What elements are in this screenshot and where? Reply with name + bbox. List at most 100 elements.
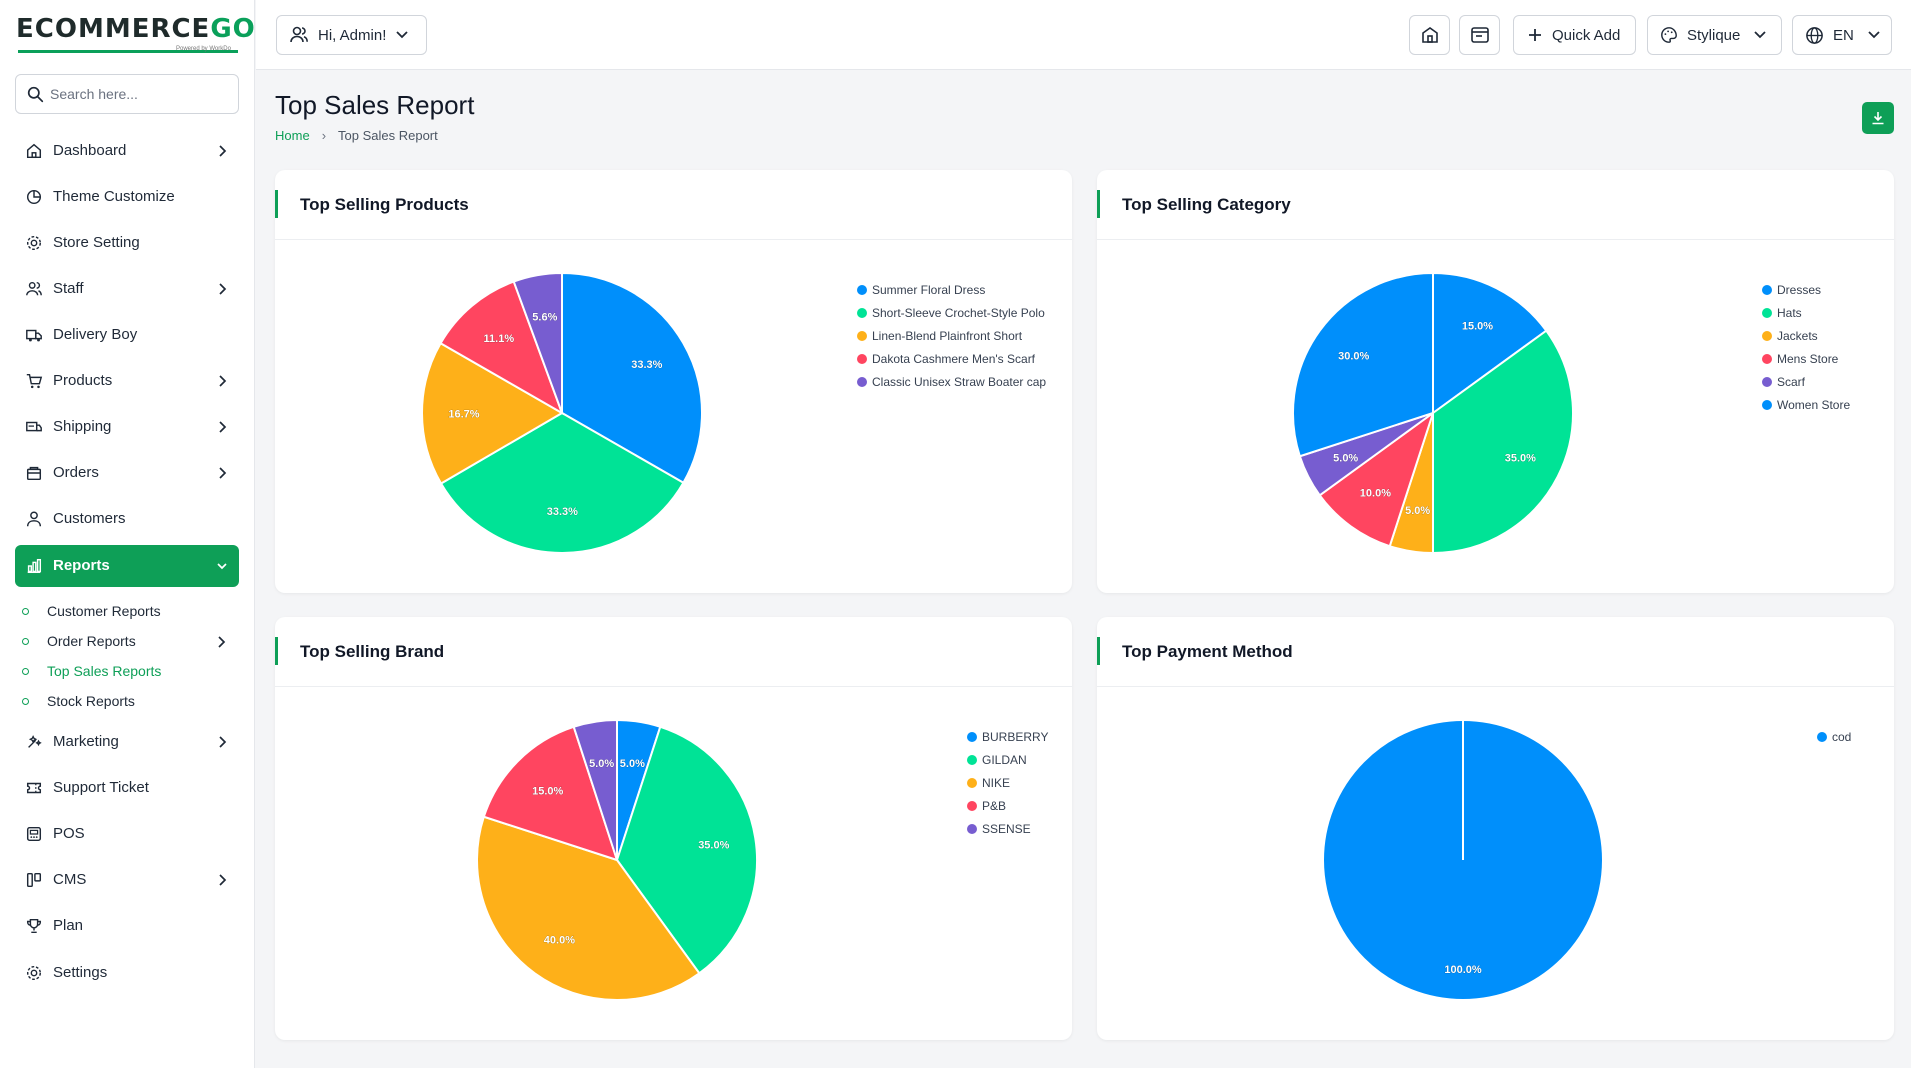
pie-slice[interactable] <box>421 341 564 485</box>
pie-data-label: 11.1% <box>484 333 515 345</box>
page-title: Top Sales Report <box>275 90 475 120</box>
legend-label[interactable]: Hats <box>1777 306 1802 320</box>
sidebar-item-label: POS <box>53 825 85 842</box>
legend-label[interactable]: Classic Unisex Straw Boater cap <box>872 375 1046 389</box>
pie-slice[interactable] <box>1318 410 1435 548</box>
sidebar-item-store-setting[interactable]: Store Setting <box>15 222 239 264</box>
pos-view-button[interactable] <box>1459 15 1500 55</box>
sidebar-item-label: Settings <box>53 964 108 981</box>
sidebar-item-orders[interactable]: Orders <box>15 452 239 494</box>
subnav-item-label: Customer Reports <box>47 603 161 619</box>
sidebar-item-label: Support Ticket <box>53 779 149 796</box>
theme-select-button[interactable]: Stylique <box>1647 15 1782 55</box>
quick-add-label: Quick Add <box>1552 26 1621 44</box>
sidebar-item-reports[interactable]: Reports <box>15 545 239 587</box>
sidebar-item-shipping[interactable]: Shipping <box>15 406 239 448</box>
marketing-icon <box>28 735 42 748</box>
search-input[interactable] <box>50 86 230 102</box>
pie-slice[interactable] <box>1432 329 1574 555</box>
breadcrumb-home-link[interactable]: Home <box>275 128 310 143</box>
chevron-right-icon <box>219 874 227 886</box>
pie-data-label: 33.3% <box>547 506 578 518</box>
home-icon <box>26 143 42 159</box>
breadcrumb: Home › Top Sales Report <box>275 128 438 143</box>
pie-slice[interactable] <box>561 271 703 485</box>
ticket-icon <box>26 782 42 794</box>
admin-menu-button[interactable]: Hi, Admin! <box>276 15 427 55</box>
sidebar-item-label: Marketing <box>53 733 119 750</box>
legend-label[interactable]: Mens Store <box>1777 352 1839 366</box>
pie-slice[interactable] <box>512 271 563 414</box>
store-home-button[interactable] <box>1409 15 1450 55</box>
subnav-item-label: Stock Reports <box>47 693 135 709</box>
sidebar-item-plan[interactable]: Plan <box>15 905 239 947</box>
chart-card-payment: Top Payment Method 100.0% cod <box>1097 617 1894 1040</box>
pie-slice[interactable] <box>1292 271 1434 458</box>
legend-label[interactable]: Linen-Blend Plainfront Short <box>872 329 1023 343</box>
sidebar-item-marketing[interactable]: Marketing <box>15 721 239 763</box>
download-button[interactable] <box>1862 102 1894 134</box>
sidebar-item-staff[interactable]: Staff <box>15 268 239 310</box>
legend-marker <box>1762 400 1772 410</box>
pie-slice[interactable] <box>572 718 618 861</box>
search-box[interactable] <box>15 74 239 114</box>
sidebar-item-label: Theme Customize <box>53 188 175 205</box>
subnav-bullet-icon <box>22 697 29 705</box>
box-icon <box>26 466 42 481</box>
admin-greeting: Hi, Admin! <box>318 26 387 44</box>
breadcrumb-current: Top Sales Report <box>338 128 438 143</box>
settings-icon <box>26 965 42 981</box>
legend-label[interactable]: cod <box>1832 730 1851 744</box>
pie-slice[interactable] <box>476 815 701 1001</box>
legend-label[interactable]: NIKE <box>982 776 1010 790</box>
legend-label[interactable]: Dakota Cashmere Men's Scarf <box>872 352 1036 366</box>
card-header: Top Selling Category <box>1097 170 1894 240</box>
legend-label[interactable]: Short-Sleeve Crochet-Style Polo <box>872 306 1045 320</box>
sidebar-item-cms[interactable]: CMS <box>15 859 239 901</box>
shipping-icon <box>26 421 42 432</box>
legend-label[interactable]: Women Store <box>1777 398 1850 412</box>
legend-marker <box>1817 732 1827 742</box>
quick-add-button[interactable]: Quick Add <box>1513 15 1636 55</box>
chevron-right-icon <box>219 145 227 157</box>
legend-label[interactable]: Jackets <box>1777 329 1818 343</box>
sidebar-item-label: Products <box>53 372 113 389</box>
subnav-item-label: Top Sales Reports <box>47 663 162 679</box>
brand-logo[interactable]: ECOMMERCEGO Powered by WorkDo <box>16 14 255 58</box>
pie-slice[interactable] <box>1432 271 1548 415</box>
legend-label[interactable]: P&B <box>982 799 1006 813</box>
legend-label[interactable]: GILDAN <box>982 753 1027 767</box>
chevron-right-icon <box>219 736 227 748</box>
sidebar-item-theme-customize[interactable]: Theme Customize <box>15 176 239 218</box>
sidebar-item-settings[interactable]: Settings <box>15 952 239 994</box>
language-select-button[interactable]: EN <box>1792 15 1892 55</box>
legend-label[interactable]: SSENSE <box>982 822 1031 836</box>
pie-data-label: 15.0% <box>532 786 563 798</box>
subnav-item-top-sales-reports[interactable]: Top Sales Reports <box>22 658 161 684</box>
logo-underline <box>18 50 238 53</box>
sidebar-item-customers[interactable]: Customers <box>15 498 239 540</box>
pie-slice[interactable] <box>439 280 564 416</box>
legend-label[interactable]: BURBERRY <box>982 730 1048 744</box>
chevron-right-icon <box>219 467 227 479</box>
sidebar-item-delivery-boy[interactable]: Delivery Boy <box>15 314 239 356</box>
legend-label[interactable]: Summer Floral Dress <box>872 283 985 297</box>
sidebar-item-products[interactable]: Products <box>15 360 239 402</box>
subnav-item-order-reports[interactable]: Order Reports <box>22 628 226 654</box>
subnav-item-customer-reports[interactable]: Customer Reports <box>22 598 161 624</box>
card-header: Top Selling Brand <box>275 617 1072 687</box>
sidebar-item-label: Store Setting <box>53 234 140 251</box>
legend-marker <box>1762 285 1772 295</box>
sidebar-item-support-ticket[interactable]: Support Ticket <box>15 767 239 809</box>
sidebar-item-pos[interactable]: POS <box>15 813 239 855</box>
logo-tagline: Powered by WorkDo <box>176 46 231 52</box>
pie-slice[interactable] <box>439 411 685 554</box>
subnav-item-stock-reports[interactable]: Stock Reports <box>22 688 135 714</box>
legend-label[interactable]: Dresses <box>1777 283 1821 297</box>
card-accent-bar <box>275 190 278 218</box>
legend-label[interactable]: Scarf <box>1777 375 1806 389</box>
users-icon <box>290 26 308 43</box>
pie-slice[interactable] <box>615 725 758 975</box>
sidebar-item-dashboard[interactable]: Dashboard <box>15 130 239 172</box>
